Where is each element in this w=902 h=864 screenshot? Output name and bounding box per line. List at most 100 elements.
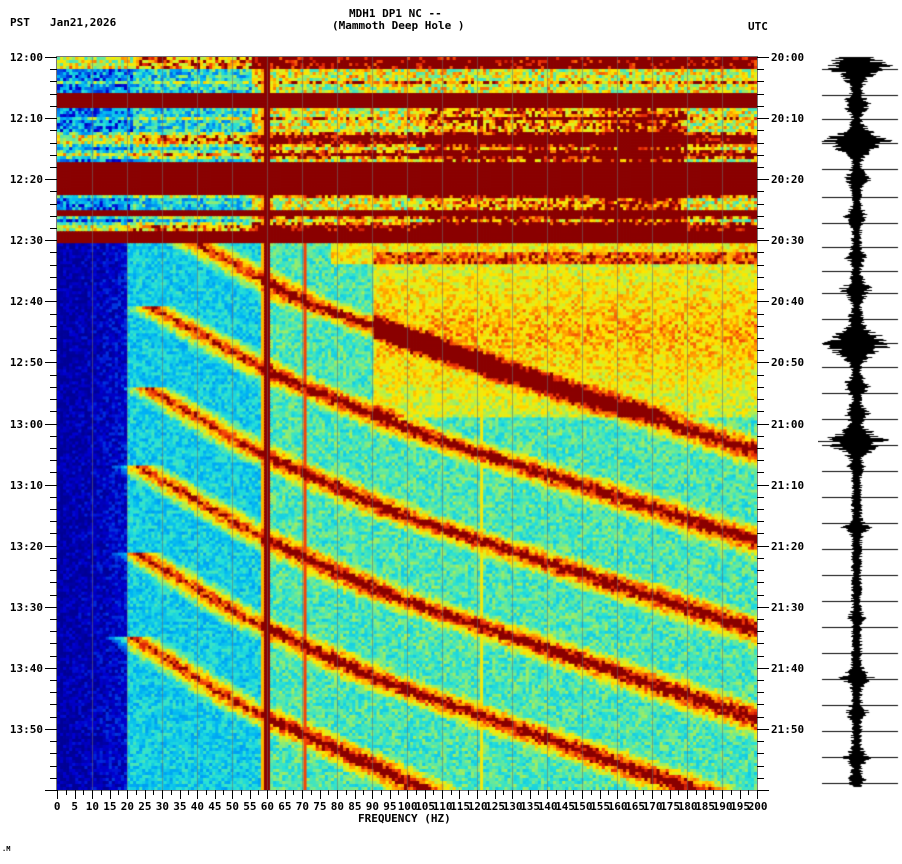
x-tick [495,790,496,799]
y-tick-right [757,521,764,522]
y-tick-label-right: 21:20 [771,539,805,553]
x-tick-label: 135 [520,800,541,813]
spectrogram-canvas [57,57,757,790]
y-tick-left [50,619,57,620]
y-tick-right [757,424,769,425]
y-tick-right [757,533,764,534]
y-tick-label-left: 12:30 [9,234,43,248]
x-tick [355,790,356,799]
y-tick-label-right: 20:30 [771,234,805,248]
x-tick-label: 55 [243,800,257,813]
y-tick-right [757,143,764,144]
y-tick-left [50,216,57,217]
y-tick-left [45,362,57,363]
y-tick-left [45,301,57,302]
y-tick-left [50,143,57,144]
x-tick [740,790,741,799]
x-tick [652,790,653,799]
y-tick-label-left: 13:40 [9,661,43,675]
x-tick-label: 80 [330,800,345,813]
y-tick-right [757,448,764,449]
x-tick [722,790,723,799]
y-tick-label-right: 21:00 [771,417,805,431]
amplitude-trace [818,55,902,795]
x-tick [459,790,460,799]
x-tick [670,790,671,799]
x-tick [705,790,706,799]
timezone-label-left: PST [10,16,30,29]
x-tick [66,790,67,795]
y-tick-left [50,289,57,290]
y-tick-left [50,411,57,412]
x-tick [486,790,487,795]
y-tick-label-left: 13:00 [9,417,43,431]
x-tick-label: 110 [432,800,453,813]
x-tick [267,790,268,799]
x-tick-label: 95 [383,800,397,813]
y-tick-left [45,607,57,608]
y-tick-right [757,387,764,388]
x-tick-label: 85 [348,800,362,813]
x-tick [328,790,329,795]
x-tick [75,790,76,799]
x-tick [442,790,443,799]
x-tick [285,790,286,799]
y-tick-right [757,656,764,657]
x-tick [381,790,382,795]
y-tick-right [757,460,764,461]
x-tick [302,790,303,799]
y-tick-left [50,692,57,693]
x-tick-label: 150 [572,800,593,813]
y-tick-left [50,643,57,644]
y-tick-left [50,472,57,473]
y-tick-right [757,704,764,705]
x-tick [731,790,732,795]
y-tick-right [757,631,764,632]
amplitude-trace-canvas [818,55,902,795]
y-tick-right [757,167,764,168]
y-tick-left [50,204,57,205]
x-tick [468,790,469,795]
y-tick-label-right: 21:10 [771,478,805,492]
x-tick [188,790,189,795]
y-tick-right [757,570,764,571]
x-tick [276,790,277,795]
x-tick [372,790,373,799]
x-tick [626,790,627,795]
x-tick-label: 50 [225,800,240,813]
y-tick-right [757,509,764,510]
y-tick-left [50,167,57,168]
x-tick-label: 20 [120,800,135,813]
x-tick [258,790,259,795]
spectrogram-plot[interactable] [57,57,757,790]
y-tick-label-right: 20:10 [771,112,805,126]
y-tick-left [50,228,57,229]
x-tick-label: 180 [677,800,698,813]
y-tick-left [45,57,57,58]
x-tick [547,790,548,799]
y-tick-left [50,130,57,131]
x-tick [678,790,679,795]
x-tick [521,790,522,795]
x-tick-label: 190 [712,800,733,813]
y-axis-spine-left [45,57,46,58]
y-tick-right [757,130,764,131]
x-tick [538,790,539,795]
x-tick-label: 10 [85,800,100,813]
y-tick-right [757,497,764,498]
x-tick [713,790,714,795]
x-tick-label: 160 [607,800,628,813]
x-tick [241,790,242,795]
y-tick-label-right: 21:50 [771,722,805,736]
x-tick [556,790,557,795]
timezone-label-right: UTC [748,20,768,33]
y-tick-right [757,766,764,767]
y-tick-left [50,252,57,253]
x-tick-label: 25 [138,800,152,813]
y-tick-left [45,424,57,425]
y-tick-right [757,252,764,253]
y-tick-left [50,509,57,510]
y-tick-left [50,399,57,400]
x-tick [451,790,452,795]
y-tick-left [45,179,57,180]
